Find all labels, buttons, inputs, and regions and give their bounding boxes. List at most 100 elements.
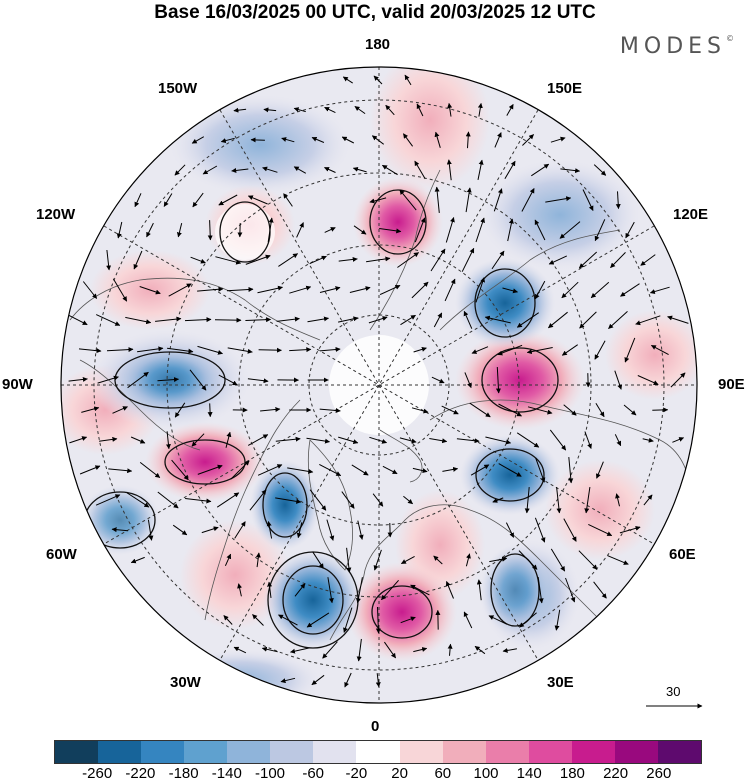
wind-vector	[341, 136, 355, 144]
wind-vector	[281, 137, 295, 143]
wind-vector	[267, 581, 273, 598]
wind-vector	[545, 196, 572, 203]
wind-vector	[412, 467, 428, 474]
wind-vector	[218, 374, 238, 386]
wind-vector	[493, 188, 503, 212]
wind-vector	[278, 614, 298, 626]
wind-scale-label: 30	[666, 684, 681, 699]
wind-vector	[414, 160, 426, 180]
wind-vector	[327, 577, 334, 604]
wind-vector	[97, 375, 119, 384]
coastline-svalbard	[379, 429, 423, 483]
wind-vector	[464, 372, 472, 389]
wind-vector	[373, 549, 382, 571]
wind-vector	[261, 646, 278, 653]
wind-vector	[413, 647, 428, 653]
wind-vector	[560, 168, 581, 174]
wind-vector	[565, 577, 576, 603]
colorbar-cell	[356, 741, 400, 763]
wind-vector	[476, 579, 482, 601]
wind-vector	[498, 403, 522, 417]
wind-vector	[563, 404, 577, 416]
colorbar-label: 20	[391, 765, 408, 782]
wind-vector	[355, 577, 363, 604]
wind-vector	[289, 347, 312, 353]
wind-vector	[351, 464, 369, 476]
colorbar	[54, 740, 702, 764]
wind-vector	[215, 256, 242, 265]
wind-vector	[594, 219, 606, 242]
wind-vector	[201, 526, 219, 534]
wind-vector	[106, 347, 134, 353]
wind-vector	[68, 314, 88, 326]
colorbar-cell	[442, 741, 486, 763]
wind-vector	[375, 673, 381, 688]
meridian	[219, 109, 539, 661]
wind-vector	[381, 579, 399, 601]
lon-label-150e: 150E	[547, 80, 583, 97]
wind-vector	[95, 314, 121, 326]
cyclone-contour	[262, 472, 308, 538]
wind-vector	[411, 281, 429, 299]
wind-vector	[535, 457, 546, 483]
wind-vector	[461, 247, 475, 272]
wind-vector	[434, 186, 440, 213]
meridian	[103, 225, 655, 545]
wind-vector	[106, 249, 112, 271]
wind-vector	[157, 377, 179, 383]
colorbar-label: 140	[516, 765, 542, 782]
coastline-canada-east	[204, 399, 301, 621]
wind-vector	[475, 277, 485, 303]
wind-vector	[516, 312, 539, 328]
lon-label-180: 180	[365, 36, 391, 53]
wind-vector	[137, 346, 164, 353]
lon-label-60e: 60E	[669, 546, 696, 563]
wind-vector	[375, 606, 381, 634]
wind-vector	[309, 489, 327, 511]
logo-mark: ©	[726, 34, 734, 43]
wind-vector	[283, 193, 293, 207]
wind-vector	[402, 133, 414, 147]
negative-anomaly-center	[455, 258, 555, 348]
wind-vector	[366, 256, 391, 263]
colorbar-label: 60	[434, 765, 452, 782]
wind-vector	[267, 217, 274, 243]
wind-vector	[456, 438, 480, 444]
wind-vector	[434, 131, 441, 148]
wind-vector	[465, 187, 472, 213]
wind-vector	[266, 521, 273, 539]
wind-vector	[534, 219, 546, 241]
wind-vector	[400, 314, 416, 326]
wind-vector	[550, 548, 566, 572]
lon-label-150w: 150W	[158, 80, 198, 97]
wind-vector	[191, 433, 205, 447]
wind-vector	[207, 220, 213, 241]
wind-vector	[172, 524, 188, 536]
wind-vector	[444, 278, 456, 302]
weak-negative-area	[170, 95, 350, 195]
wind-vector	[469, 402, 491, 418]
wind-vector	[233, 107, 247, 113]
wind-vector	[245, 317, 272, 323]
wind-vector	[413, 346, 427, 353]
wind-vector	[465, 131, 471, 149]
colorbar-cell	[313, 741, 357, 763]
wind-vector	[319, 347, 341, 352]
wind-vector	[516, 432, 540, 448]
wind-vector	[495, 366, 501, 394]
colorbar-label: 180	[559, 765, 585, 782]
wind-vector	[625, 221, 635, 239]
wind-vector	[588, 523, 613, 537]
wind-vector	[619, 525, 641, 534]
wind-vector	[637, 375, 659, 385]
wind-vector	[342, 76, 353, 84]
colorbar-labels: -260 -220 -180 -140 -100 -60 -20 20 60 100 140 180 2…	[54, 765, 702, 783]
wind-vector	[498, 463, 522, 477]
lon-label-0: 0	[371, 718, 380, 735]
wind-vector	[519, 612, 537, 628]
colorbar-label: -60	[302, 765, 325, 782]
wind-vector	[614, 370, 623, 390]
colorbar-cell	[571, 741, 615, 763]
cyclone-contour	[490, 553, 540, 627]
wind-vector	[649, 286, 670, 294]
